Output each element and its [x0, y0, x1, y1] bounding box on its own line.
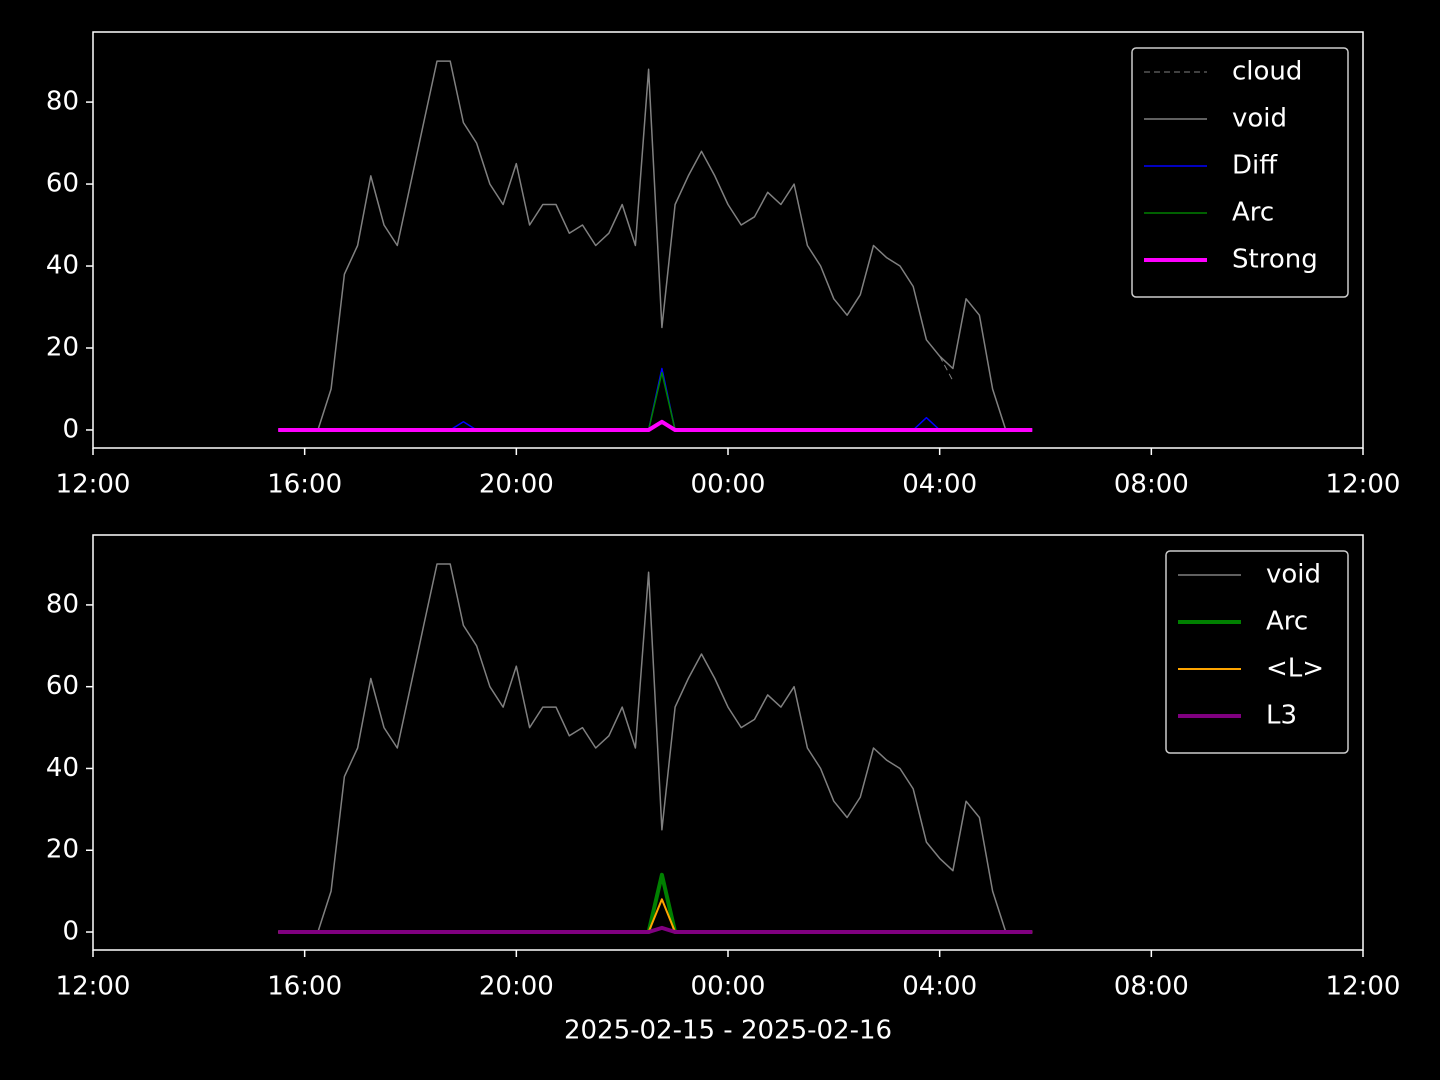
series-line — [278, 371, 1033, 431]
axes-frame — [92, 534, 1364, 951]
x-tick-label: 20:00 — [479, 470, 554, 500]
axes-frame — [92, 31, 1364, 449]
x-tick-label: 20:00 — [479, 972, 554, 1002]
legend-label: L3 — [1266, 701, 1297, 731]
legend-label: void — [1232, 104, 1287, 134]
x-tick-label: 12:00 — [56, 470, 131, 500]
legend: void Arc <L> L3 — [1165, 550, 1349, 754]
legend-frame — [1131, 47, 1349, 298]
legend-label: Arc — [1232, 198, 1274, 228]
legend-frame — [1165, 550, 1349, 754]
x-axis-label: 2025-02-15 - 2025-02-16 — [564, 1016, 892, 1046]
y-tick-label: 0 — [62, 414, 79, 444]
x-tick-label: 00:00 — [691, 470, 766, 500]
x-tick-label: 08:00 — [1114, 972, 1189, 1002]
y-tick-label: 40 — [46, 251, 79, 281]
y-tick-label: 20 — [46, 332, 79, 362]
series-line — [278, 60, 1007, 431]
x-tick-label: 00:00 — [691, 972, 766, 1002]
x-tick-label: 04:00 — [902, 972, 977, 1002]
y-tick-label: 60 — [46, 169, 79, 199]
legend: cloud void Diff Arc Strong — [1131, 47, 1349, 298]
legend-label: <L> — [1266, 654, 1324, 684]
series-line — [278, 419, 1033, 432]
series-line — [278, 925, 1033, 934]
x-tick-label: 16:00 — [267, 972, 342, 1002]
legend-label: void — [1266, 560, 1321, 590]
y-tick-label: 60 — [46, 671, 79, 701]
y-tick-label: 0 — [62, 917, 79, 947]
series-line — [939, 355, 954, 382]
x-tick-label: 16:00 — [267, 470, 342, 500]
x-tick-label: 12:00 — [1326, 972, 1401, 1002]
legend-label: cloud — [1232, 57, 1302, 87]
legend-label: Diff — [1232, 151, 1278, 181]
plot-area — [278, 60, 1033, 432]
legend-label: Arc — [1266, 607, 1308, 637]
y-tick-label: 80 — [46, 87, 79, 117]
x-tick-label: 04:00 — [902, 470, 977, 500]
x-tick-label: 12:00 — [1326, 470, 1401, 500]
y-tick-label: 40 — [46, 753, 79, 783]
series-line — [278, 872, 1033, 934]
y-tick-label: 20 — [46, 835, 79, 865]
legend-label: Strong — [1232, 245, 1318, 275]
plot-area — [278, 563, 1033, 934]
series-line — [278, 563, 1007, 933]
x-tick-label: 08:00 — [1114, 470, 1189, 500]
y-tick-label: 80 — [46, 589, 79, 619]
x-tick-label: 12:00 — [56, 972, 131, 1002]
